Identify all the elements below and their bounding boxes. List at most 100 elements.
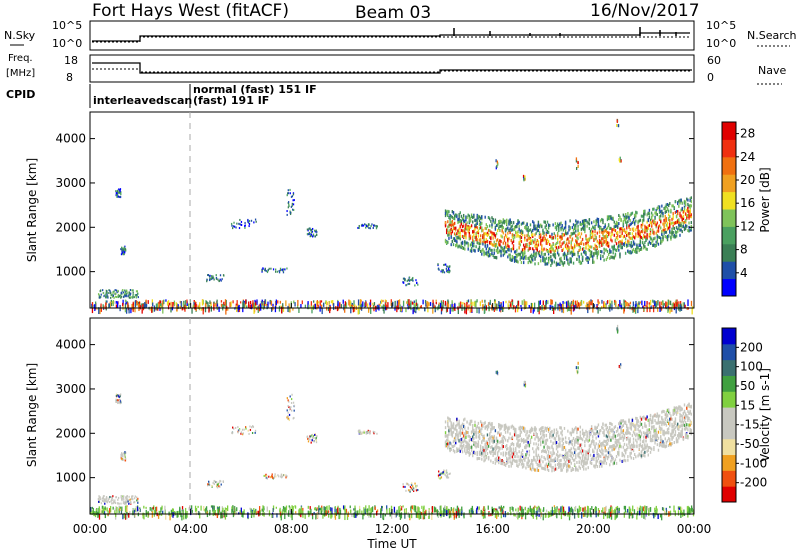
cpid-label: CPID [6,88,35,101]
echo-cell [447,266,448,268]
echo-cell [343,505,344,508]
echo-cell [436,302,437,304]
echo-cell [172,512,173,518]
echo-cell [150,307,151,311]
echo-cell [387,302,388,307]
echo-cell [552,223,553,226]
echo-cell [508,248,509,251]
echo-cell [314,508,315,510]
echo-cell [691,204,692,207]
echo-cell [248,433,249,435]
echo-cell [408,279,409,281]
echo-cell [540,259,541,262]
echo-cell [267,270,268,272]
echo-cell [557,248,558,251]
echo-cell [210,278,211,280]
echo-cell [369,302,370,305]
y-tick-label: 3000 [55,176,86,190]
echo-cell [381,306,382,308]
echo-cell [248,301,249,308]
echo-cell [368,505,369,511]
echo-cell [137,498,138,500]
echo-cell [494,508,495,512]
echo-cell [586,225,587,228]
echo-cell [678,510,679,515]
colorbar-tick-label: 16 [740,196,755,210]
echo-cell [95,512,96,517]
echo-cell [221,280,222,282]
echo-cell [622,246,623,249]
echo-cell [212,506,213,509]
echo-cell [255,432,256,434]
echo-cell [464,418,465,421]
echo-cell [476,508,477,514]
echo-cell [666,231,667,234]
echo-cell [503,226,504,229]
echo-cell [669,219,670,222]
echo-cell [122,250,123,252]
echo-cell [374,431,375,433]
echo-cell [501,303,502,310]
echo-cell [291,394,292,396]
echo-cell [366,433,367,435]
echo-cell [202,300,203,306]
echo-cell [279,509,280,512]
echo-cell [571,260,572,263]
echo-cell [291,398,292,400]
echo-cell [607,513,608,519]
echo-cell [635,220,636,223]
echo-cell [312,434,313,436]
echo-cell [207,483,208,485]
echo-cell [115,401,116,403]
echo-cell [138,296,139,298]
echo-cell [592,232,593,235]
echo-cell [634,509,635,513]
echo-cell [117,399,118,401]
echo-cell [513,247,514,250]
echo-cell [356,511,357,516]
echo-cell [348,300,349,306]
echo-cell [599,302,600,304]
echo-cell [632,506,633,512]
echo-cell [286,210,287,212]
echo-cell [109,508,110,513]
echo-cell [125,506,126,512]
echo-cell [284,514,285,519]
echo-cell [330,511,331,518]
echo-cell [599,230,600,233]
echo-cell [115,399,116,401]
echo-cell [316,435,317,437]
echo-cell [328,505,329,510]
echo-cell [568,240,569,243]
echo-cell [279,270,280,272]
echo-cell [555,235,556,238]
echo-cell [483,236,484,239]
echo-cell [307,438,308,440]
echo-cell [534,506,535,509]
echo-cell [600,257,601,260]
echo-cell [205,508,206,514]
echo-cell [679,508,680,510]
echo-cell [225,299,226,305]
echo-cell [496,232,497,235]
echo-cell [255,430,256,432]
echo-cell [291,410,292,412]
echo-cell [310,435,311,437]
echo-cell [495,307,496,311]
echo-cell [670,511,671,516]
echo-cell [265,299,266,304]
echo-cell [288,192,289,194]
echo-cell [416,512,417,518]
echo-cell [557,232,558,235]
echo-cell [326,301,327,306]
echo-cell [326,307,327,311]
echo-cell [678,218,679,221]
echo-cell [218,485,219,487]
echo-cell [428,511,429,516]
echo-cell [116,289,117,291]
echo-cell [216,274,217,276]
echo-cell [122,289,123,291]
echo-cell [269,510,270,516]
echo-cell [134,512,135,517]
